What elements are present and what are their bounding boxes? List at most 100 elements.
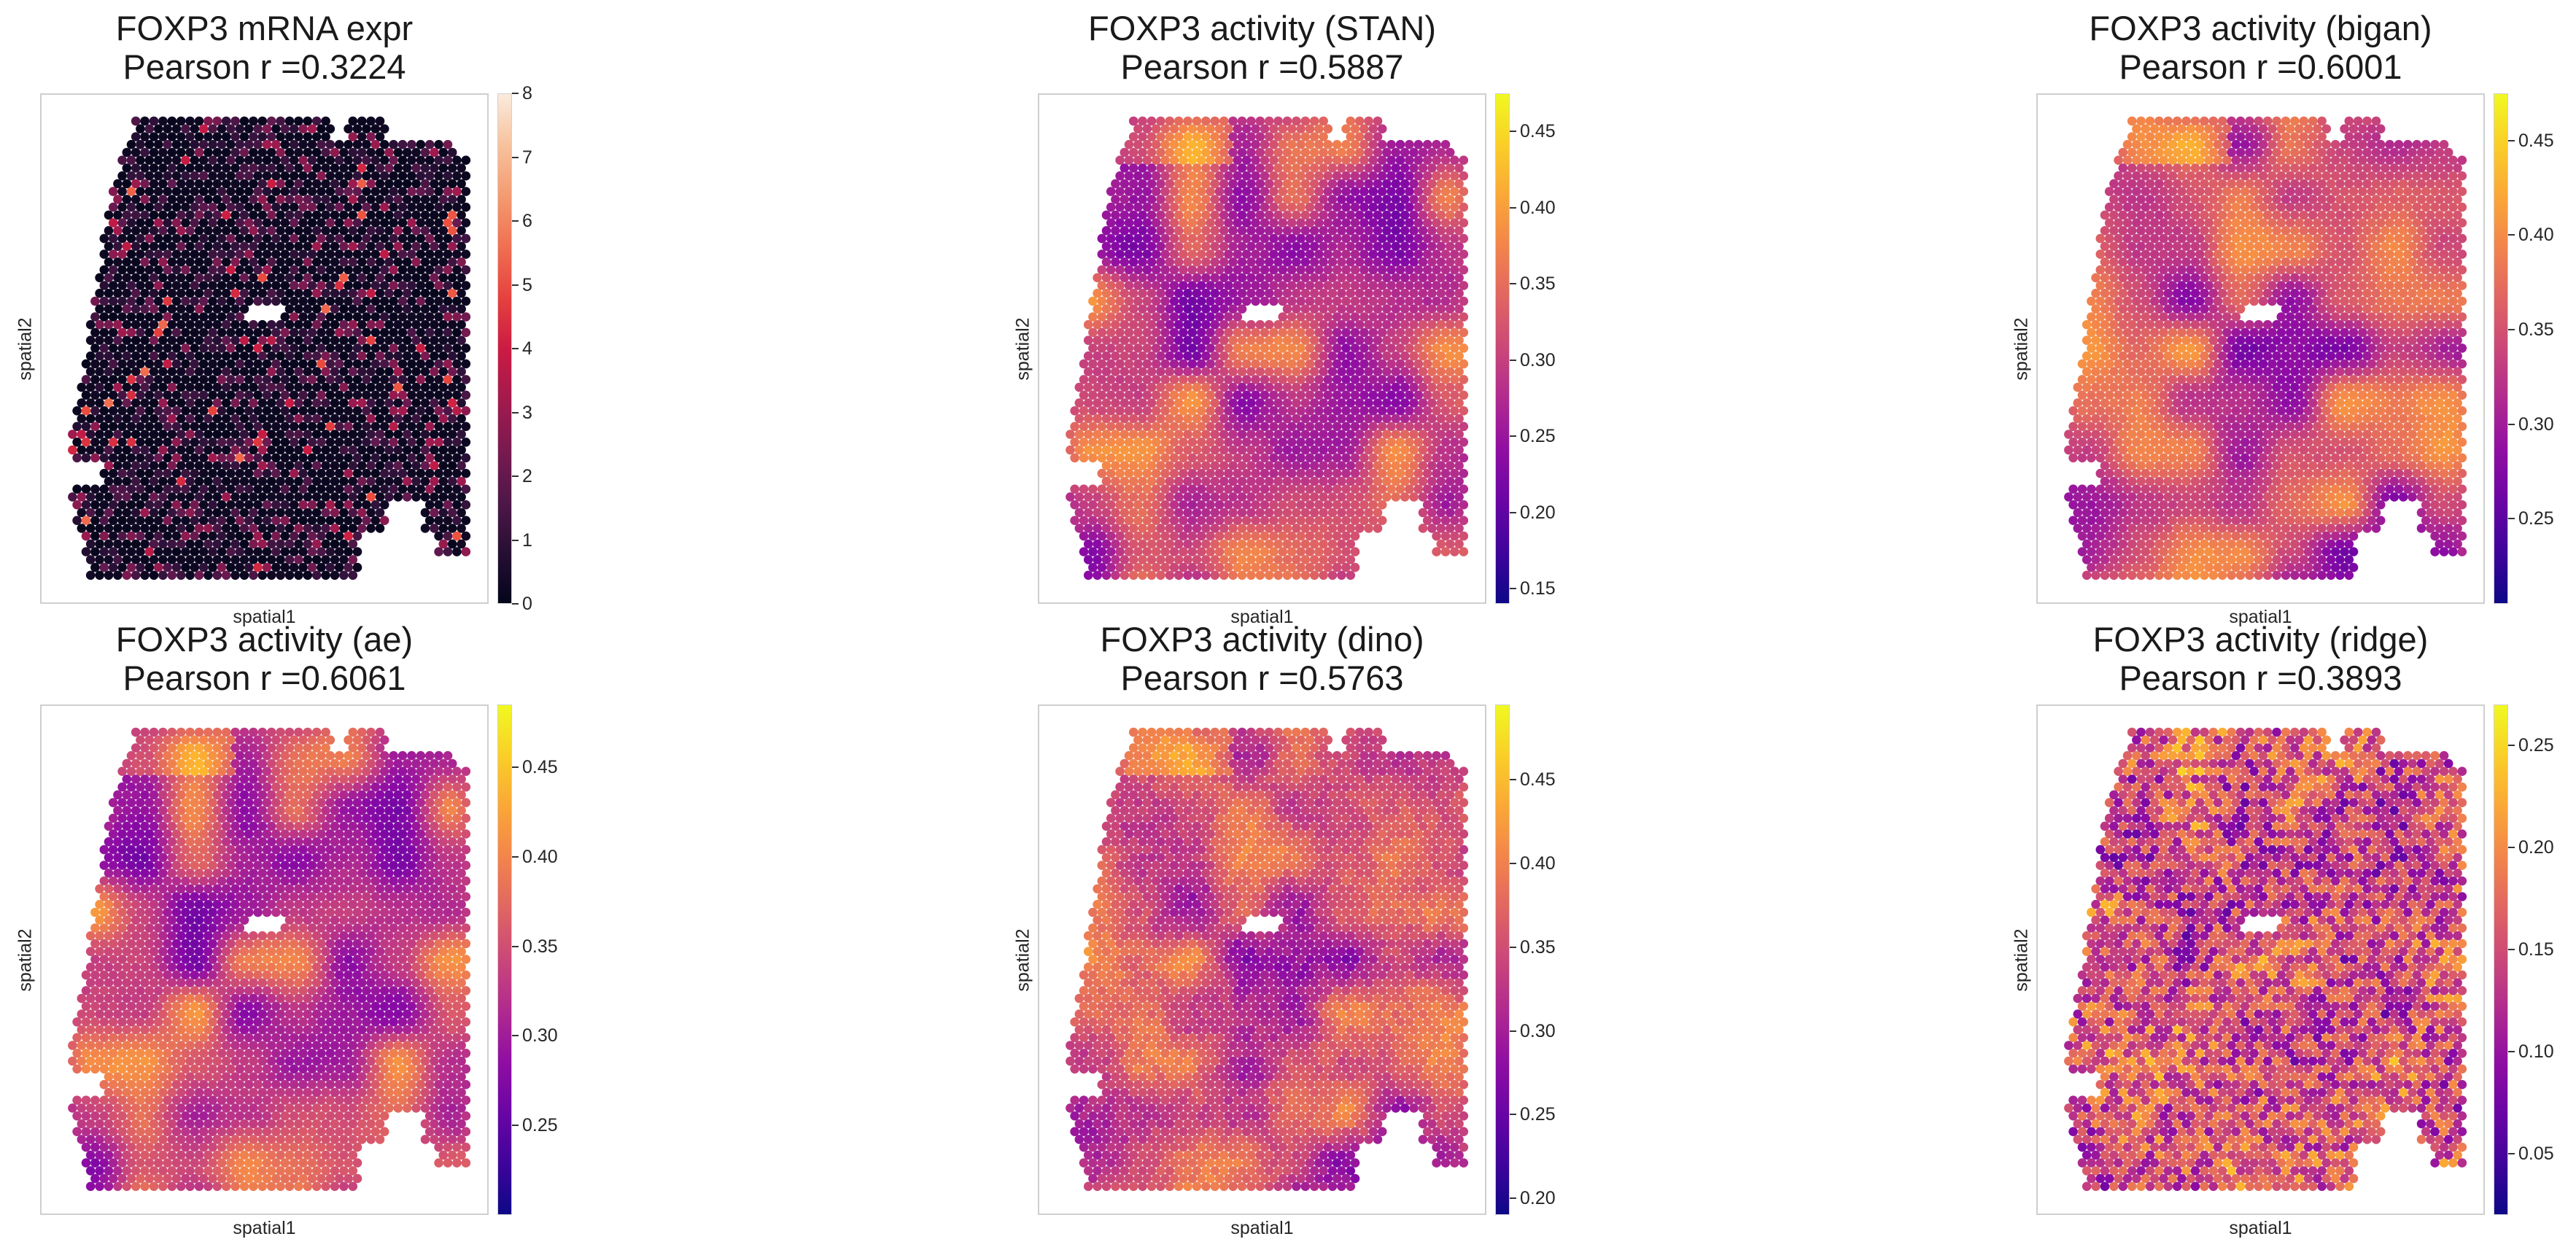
spot	[1305, 202, 1315, 212]
spot	[1400, 461, 1410, 470]
spot	[1201, 461, 1211, 470]
spot	[1156, 210, 1165, 220]
spot	[1418, 524, 1428, 533]
colorbar-tick	[1510, 283, 1516, 285]
spot	[1260, 547, 1270, 556]
spot	[230, 163, 240, 173]
spot	[1201, 319, 1211, 330]
spot	[181, 202, 190, 212]
spot	[317, 249, 326, 259]
spot	[212, 163, 222, 173]
spot	[447, 241, 457, 252]
spot	[122, 319, 132, 330]
spot	[1296, 390, 1306, 400]
spot	[226, 468, 236, 478]
spot	[2231, 155, 2241, 165]
spot	[163, 343, 172, 353]
spot	[1196, 171, 1206, 181]
y-axis-label: spatial2	[15, 317, 36, 381]
spot	[1233, 484, 1243, 494]
spot	[339, 210, 349, 220]
spot	[2186, 155, 2196, 165]
spot	[126, 218, 136, 228]
spot	[1147, 398, 1157, 408]
spot	[303, 179, 313, 189]
spot	[2245, 147, 2254, 158]
spot	[276, 351, 285, 361]
spot	[1459, 531, 1469, 541]
spot	[1111, 273, 1120, 283]
spot	[136, 359, 145, 369]
spot	[257, 445, 268, 455]
spot	[362, 516, 371, 525]
spot	[1260, 406, 1270, 416]
spot	[1341, 500, 1351, 510]
spot	[208, 375, 217, 384]
spot	[194, 226, 204, 236]
spot	[136, 484, 145, 494]
spot	[163, 124, 172, 133]
spot	[1373, 508, 1383, 518]
spot	[1142, 296, 1152, 306]
spot	[271, 500, 281, 510]
spot	[379, 468, 389, 478]
spot	[235, 500, 245, 510]
spot	[1323, 155, 1333, 165]
spot	[1165, 492, 1175, 502]
spot	[303, 257, 313, 267]
spot	[289, 422, 299, 432]
spot	[266, 226, 276, 236]
spot	[2358, 171, 2367, 181]
spot	[330, 413, 340, 424]
spot	[420, 319, 430, 330]
spot	[1083, 570, 1093, 581]
spot	[153, 233, 163, 244]
spot	[1083, 524, 1093, 533]
spot	[317, 218, 326, 228]
spot	[375, 382, 385, 392]
spot	[1173, 147, 1184, 158]
spot	[1432, 296, 1441, 306]
spot	[153, 312, 163, 322]
spot	[1101, 461, 1112, 470]
spot	[1292, 147, 1301, 158]
spot	[438, 319, 449, 330]
spot	[2321, 171, 2332, 181]
spot	[153, 281, 163, 290]
spot	[244, 422, 254, 432]
spot	[221, 163, 231, 173]
spot	[1133, 406, 1143, 416]
spot	[221, 508, 231, 518]
spot	[1269, 453, 1279, 463]
spot	[244, 453, 254, 463]
spot	[2240, 124, 2250, 133]
spot	[1368, 375, 1378, 384]
spot	[294, 319, 303, 330]
spot	[2389, 147, 2400, 158]
spot	[208, 187, 217, 196]
spot	[203, 241, 213, 252]
spot	[1260, 516, 1270, 525]
spot	[298, 375, 308, 384]
spot	[194, 539, 204, 549]
spot	[2118, 163, 2128, 173]
spot	[384, 382, 394, 392]
spot	[1173, 492, 1184, 502]
spot	[1210, 288, 1220, 298]
spot	[1341, 359, 1351, 369]
spot	[1160, 218, 1170, 228]
spot	[1169, 327, 1179, 338]
spot	[1346, 132, 1356, 141]
spot	[1165, 116, 1175, 126]
spot	[1210, 398, 1220, 408]
spot	[104, 492, 114, 502]
spot	[1241, 233, 1252, 244]
spot	[1233, 468, 1243, 478]
spot	[321, 398, 330, 408]
spot	[284, 132, 295, 141]
spot	[2371, 116, 2381, 126]
spot	[2272, 116, 2281, 126]
spot	[244, 562, 254, 572]
spot	[2340, 155, 2349, 165]
spot	[226, 562, 236, 572]
